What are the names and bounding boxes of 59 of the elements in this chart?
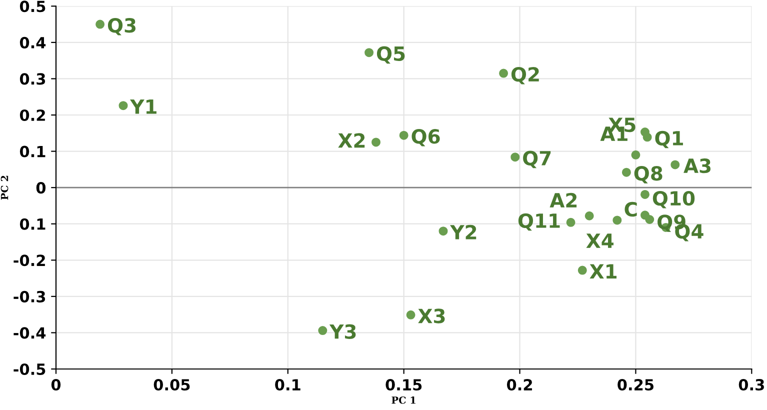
point: [406, 310, 416, 320]
y-tick-label: 0.1: [20, 218, 46, 230]
y-tick-label: -0.5: [14, 363, 46, 376]
x-tick-label: 0.15: [386, 378, 422, 391]
point: [318, 326, 328, 336]
annotation: A2: [550, 192, 577, 208]
point: [499, 68, 508, 78]
point: [399, 130, 408, 140]
annotation: Y2: [450, 224, 476, 240]
y-tick-label: 0.1: [20, 146, 46, 158]
annotation: Q2: [511, 66, 539, 84]
x-tick-label: 0.2: [506, 378, 532, 391]
y-tick-label: 0.4: [20, 36, 46, 48]
y-axis-title: PC 2: [0, 176, 8, 200]
y-tick-label: 0.5: [20, 0, 46, 12]
annotation: Y3: [329, 324, 356, 339]
point: [118, 101, 128, 110]
point: [645, 215, 654, 224]
point: [631, 150, 640, 160]
x-tick-label: 0.1: [275, 378, 300, 391]
y-tick-label: 0.2: [20, 109, 45, 122]
y-tick-label: -0.4: [14, 327, 46, 339]
annotation: Q8: [634, 166, 662, 184]
point: [510, 152, 520, 162]
annotation: Q5: [376, 46, 405, 64]
annotation: X3: [418, 308, 445, 324]
x-tick-label: 0.3: [738, 378, 764, 391]
point: [438, 226, 448, 236]
annotation: C: [624, 202, 637, 217]
annotation: Q7: [523, 150, 551, 168]
point: [566, 218, 576, 227]
annotation: X2: [338, 133, 365, 148]
annotation: A3: [684, 158, 710, 174]
x-tick-label: 0.05: [154, 378, 190, 391]
annotation: Q3: [108, 18, 136, 36]
point: [622, 168, 631, 177]
point: [372, 138, 380, 147]
point: [640, 190, 650, 199]
annotation: Q11: [518, 213, 560, 231]
x-tick-label: 0.25: [618, 378, 654, 391]
point: [584, 211, 594, 220]
point: [612, 216, 622, 225]
point: [670, 160, 680, 170]
point: [364, 48, 374, 58]
annotation: Q10: [652, 190, 695, 208]
y-tick-label: 0.3: [20, 73, 46, 85]
annotation: X4: [586, 234, 614, 248]
y-tick-label: -0.3: [14, 290, 46, 302]
x-tick-label: 0: [51, 378, 61, 391]
point: [96, 20, 105, 29]
annotation: X1: [590, 264, 617, 278]
annotation: Q6: [412, 129, 440, 146]
y-tick-label: -0.2: [14, 254, 45, 266]
y-tick-label: 0: [36, 182, 46, 194]
annotation: Q1: [655, 130, 683, 148]
point: [578, 266, 587, 275]
point: [642, 132, 652, 142]
annotation: Y1: [130, 100, 156, 114]
x-axis-title: PC 1: [392, 396, 416, 404]
